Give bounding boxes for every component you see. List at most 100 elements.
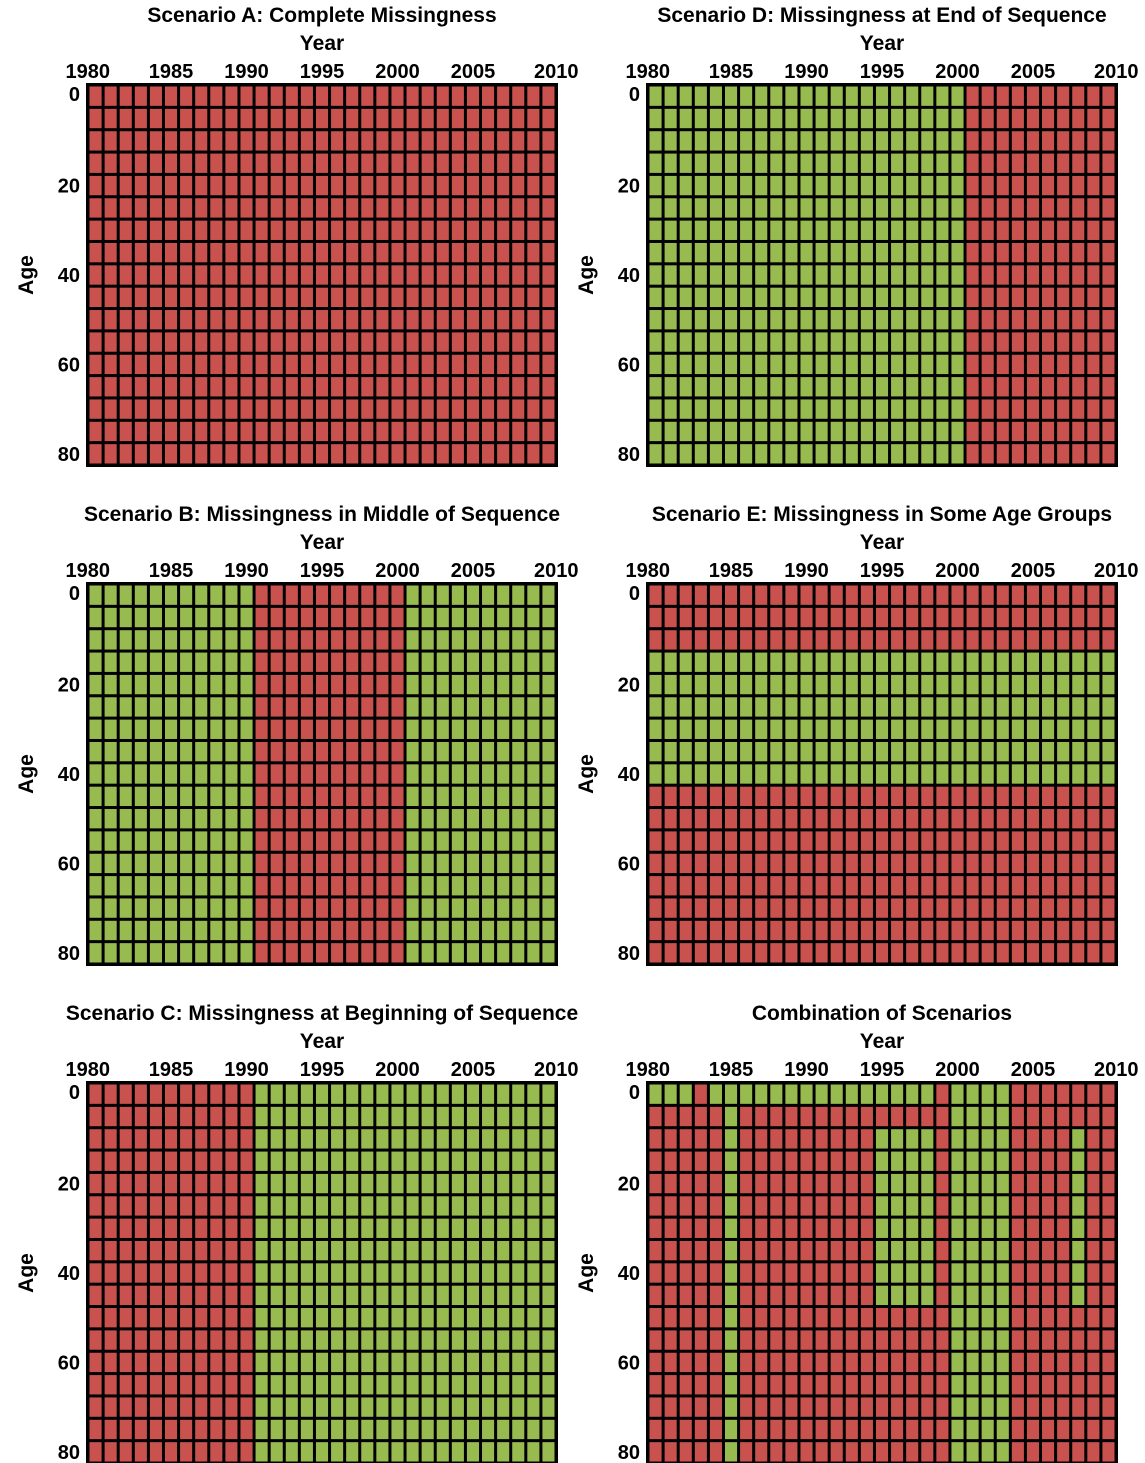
heatmap-cell-observed — [830, 242, 843, 263]
heatmap-cell-observed — [694, 444, 707, 464]
heatmap-cell-observed — [694, 741, 707, 762]
heatmap-cell-missing — [981, 876, 994, 896]
heatmap-cell-observed — [512, 652, 525, 672]
heatmap-cell-missing — [210, 332, 223, 352]
heatmap-cell-missing — [1102, 175, 1115, 196]
heatmap-cell-missing — [1042, 809, 1055, 829]
heatmap-cell-observed — [512, 1285, 525, 1306]
heatmap-cell-missing — [376, 153, 389, 173]
heatmap-cell-missing — [785, 1397, 798, 1417]
heatmap-cell-missing — [285, 607, 298, 628]
heatmap-cell-observed — [830, 220, 843, 240]
heatmap-cell-missing — [845, 809, 858, 829]
heatmap-cell-missing — [770, 1106, 783, 1127]
heatmap-cell-missing — [830, 876, 843, 896]
heatmap-cell-missing — [376, 242, 389, 263]
heatmap-cell-observed — [451, 1352, 464, 1373]
heatmap-cell-observed — [451, 1330, 464, 1350]
heatmap-cell-missing — [436, 421, 449, 442]
heatmap-cell-missing — [89, 131, 102, 151]
heatmap-cell-missing — [180, 310, 193, 330]
heatmap-cell-missing — [966, 809, 979, 829]
heatmap-cell-missing — [391, 332, 404, 352]
heatmap-cell-missing — [406, 310, 419, 330]
heatmap-cell-observed — [346, 1084, 359, 1104]
heatmap-cell-observed — [815, 242, 828, 263]
heatmap-cell-missing — [225, 354, 238, 375]
heatmap-cell-observed — [149, 697, 162, 717]
heatmap-cell-observed — [512, 831, 525, 851]
heatmap-cell-missing — [391, 920, 404, 941]
heatmap-cell-observed — [164, 764, 178, 784]
heatmap-cell-missing — [1011, 421, 1024, 442]
heatmap-cell-missing — [740, 1308, 753, 1328]
heatmap-cell-missing — [119, 377, 132, 397]
heatmap-cell-missing — [724, 630, 738, 650]
heatmap-cell-missing — [225, 175, 238, 196]
heatmap-cell-missing — [921, 607, 934, 628]
heatmap-cell-observed — [542, 741, 555, 762]
heatmap-cell-missing — [361, 674, 374, 695]
heatmap-cell-missing — [800, 1419, 813, 1440]
heatmap-cell-observed — [512, 607, 525, 628]
heatmap-cell-observed — [1057, 764, 1070, 784]
heatmap-cell-missing — [1057, 310, 1070, 330]
heatmap-cell-observed — [785, 131, 798, 151]
heatmap-cell-missing — [89, 1263, 102, 1283]
heatmap-cell-missing — [951, 943, 964, 963]
heatmap-cell-observed — [755, 242, 768, 263]
heatmap-cell-missing — [240, 1308, 253, 1328]
heatmap-cell-missing — [1057, 585, 1070, 605]
heatmap-cell-observed — [482, 1308, 495, 1328]
heatmap-cell-missing — [89, 332, 102, 352]
heatmap-cell-missing — [406, 332, 419, 352]
heatmap-cell-observed — [466, 1084, 480, 1104]
heatmap-cell-observed — [936, 697, 949, 717]
heatmap-cell-missing — [1011, 1352, 1024, 1373]
heatmap-cell-missing — [527, 175, 540, 196]
heatmap-cell-missing — [1042, 287, 1055, 308]
heatmap-cell-missing — [210, 1285, 223, 1306]
x-tick-label: 1995 — [300, 560, 345, 582]
heatmap-cell-observed — [906, 287, 919, 308]
heatmap-cell-observed — [436, 809, 449, 829]
heatmap-cell-observed — [482, 1263, 495, 1283]
heatmap-cell-missing — [315, 809, 329, 829]
heatmap-cell-observed — [649, 741, 662, 762]
heatmap-cell-observed — [649, 399, 662, 419]
heatmap-cell-observed — [436, 585, 449, 605]
heatmap-cell-observed — [785, 153, 798, 173]
heatmap-cell-observed — [815, 287, 828, 308]
heatmap-cell-observed — [240, 831, 253, 851]
heatmap-cell-observed — [1072, 1173, 1085, 1194]
heatmap-cell-observed — [891, 86, 904, 106]
heatmap-cell-observed — [1042, 719, 1055, 739]
heatmap-cell-observed — [240, 674, 253, 695]
heatmap-cell-observed — [300, 1173, 313, 1194]
heatmap-cell-missing — [1087, 1308, 1100, 1328]
heatmap-cell-missing — [406, 377, 419, 397]
heatmap-cell-missing — [285, 719, 298, 739]
heatmap-cell-observed — [240, 607, 253, 628]
heatmap-cell-observed — [195, 741, 208, 762]
heatmap-cell-observed — [406, 809, 419, 829]
heatmap-cell-observed — [891, 354, 904, 375]
heatmap-cell-missing — [1042, 1106, 1055, 1127]
heatmap-cell-observed — [421, 764, 434, 784]
heatmap-cell-observed — [210, 697, 223, 717]
heatmap-cell-missing — [694, 853, 707, 874]
heatmap-cell-missing — [300, 943, 313, 963]
y-tick-label: 40 — [618, 265, 640, 287]
heatmap-cell-missing — [527, 242, 540, 263]
heatmap-cell-missing — [195, 287, 208, 308]
heatmap-cell-observed — [89, 786, 102, 807]
heatmap-cell-missing — [406, 86, 419, 106]
heatmap-cell-observed — [800, 332, 813, 352]
heatmap-cell-observed — [951, 332, 964, 352]
heatmap-cell-observed — [891, 719, 904, 739]
heatmap-cell-observed — [542, 809, 555, 829]
heatmap-cell-observed — [436, 1442, 449, 1462]
heatmap-cell-observed — [951, 1106, 964, 1127]
heatmap-cell-missing — [1026, 876, 1040, 896]
heatmap-cell-missing — [195, 1106, 208, 1127]
